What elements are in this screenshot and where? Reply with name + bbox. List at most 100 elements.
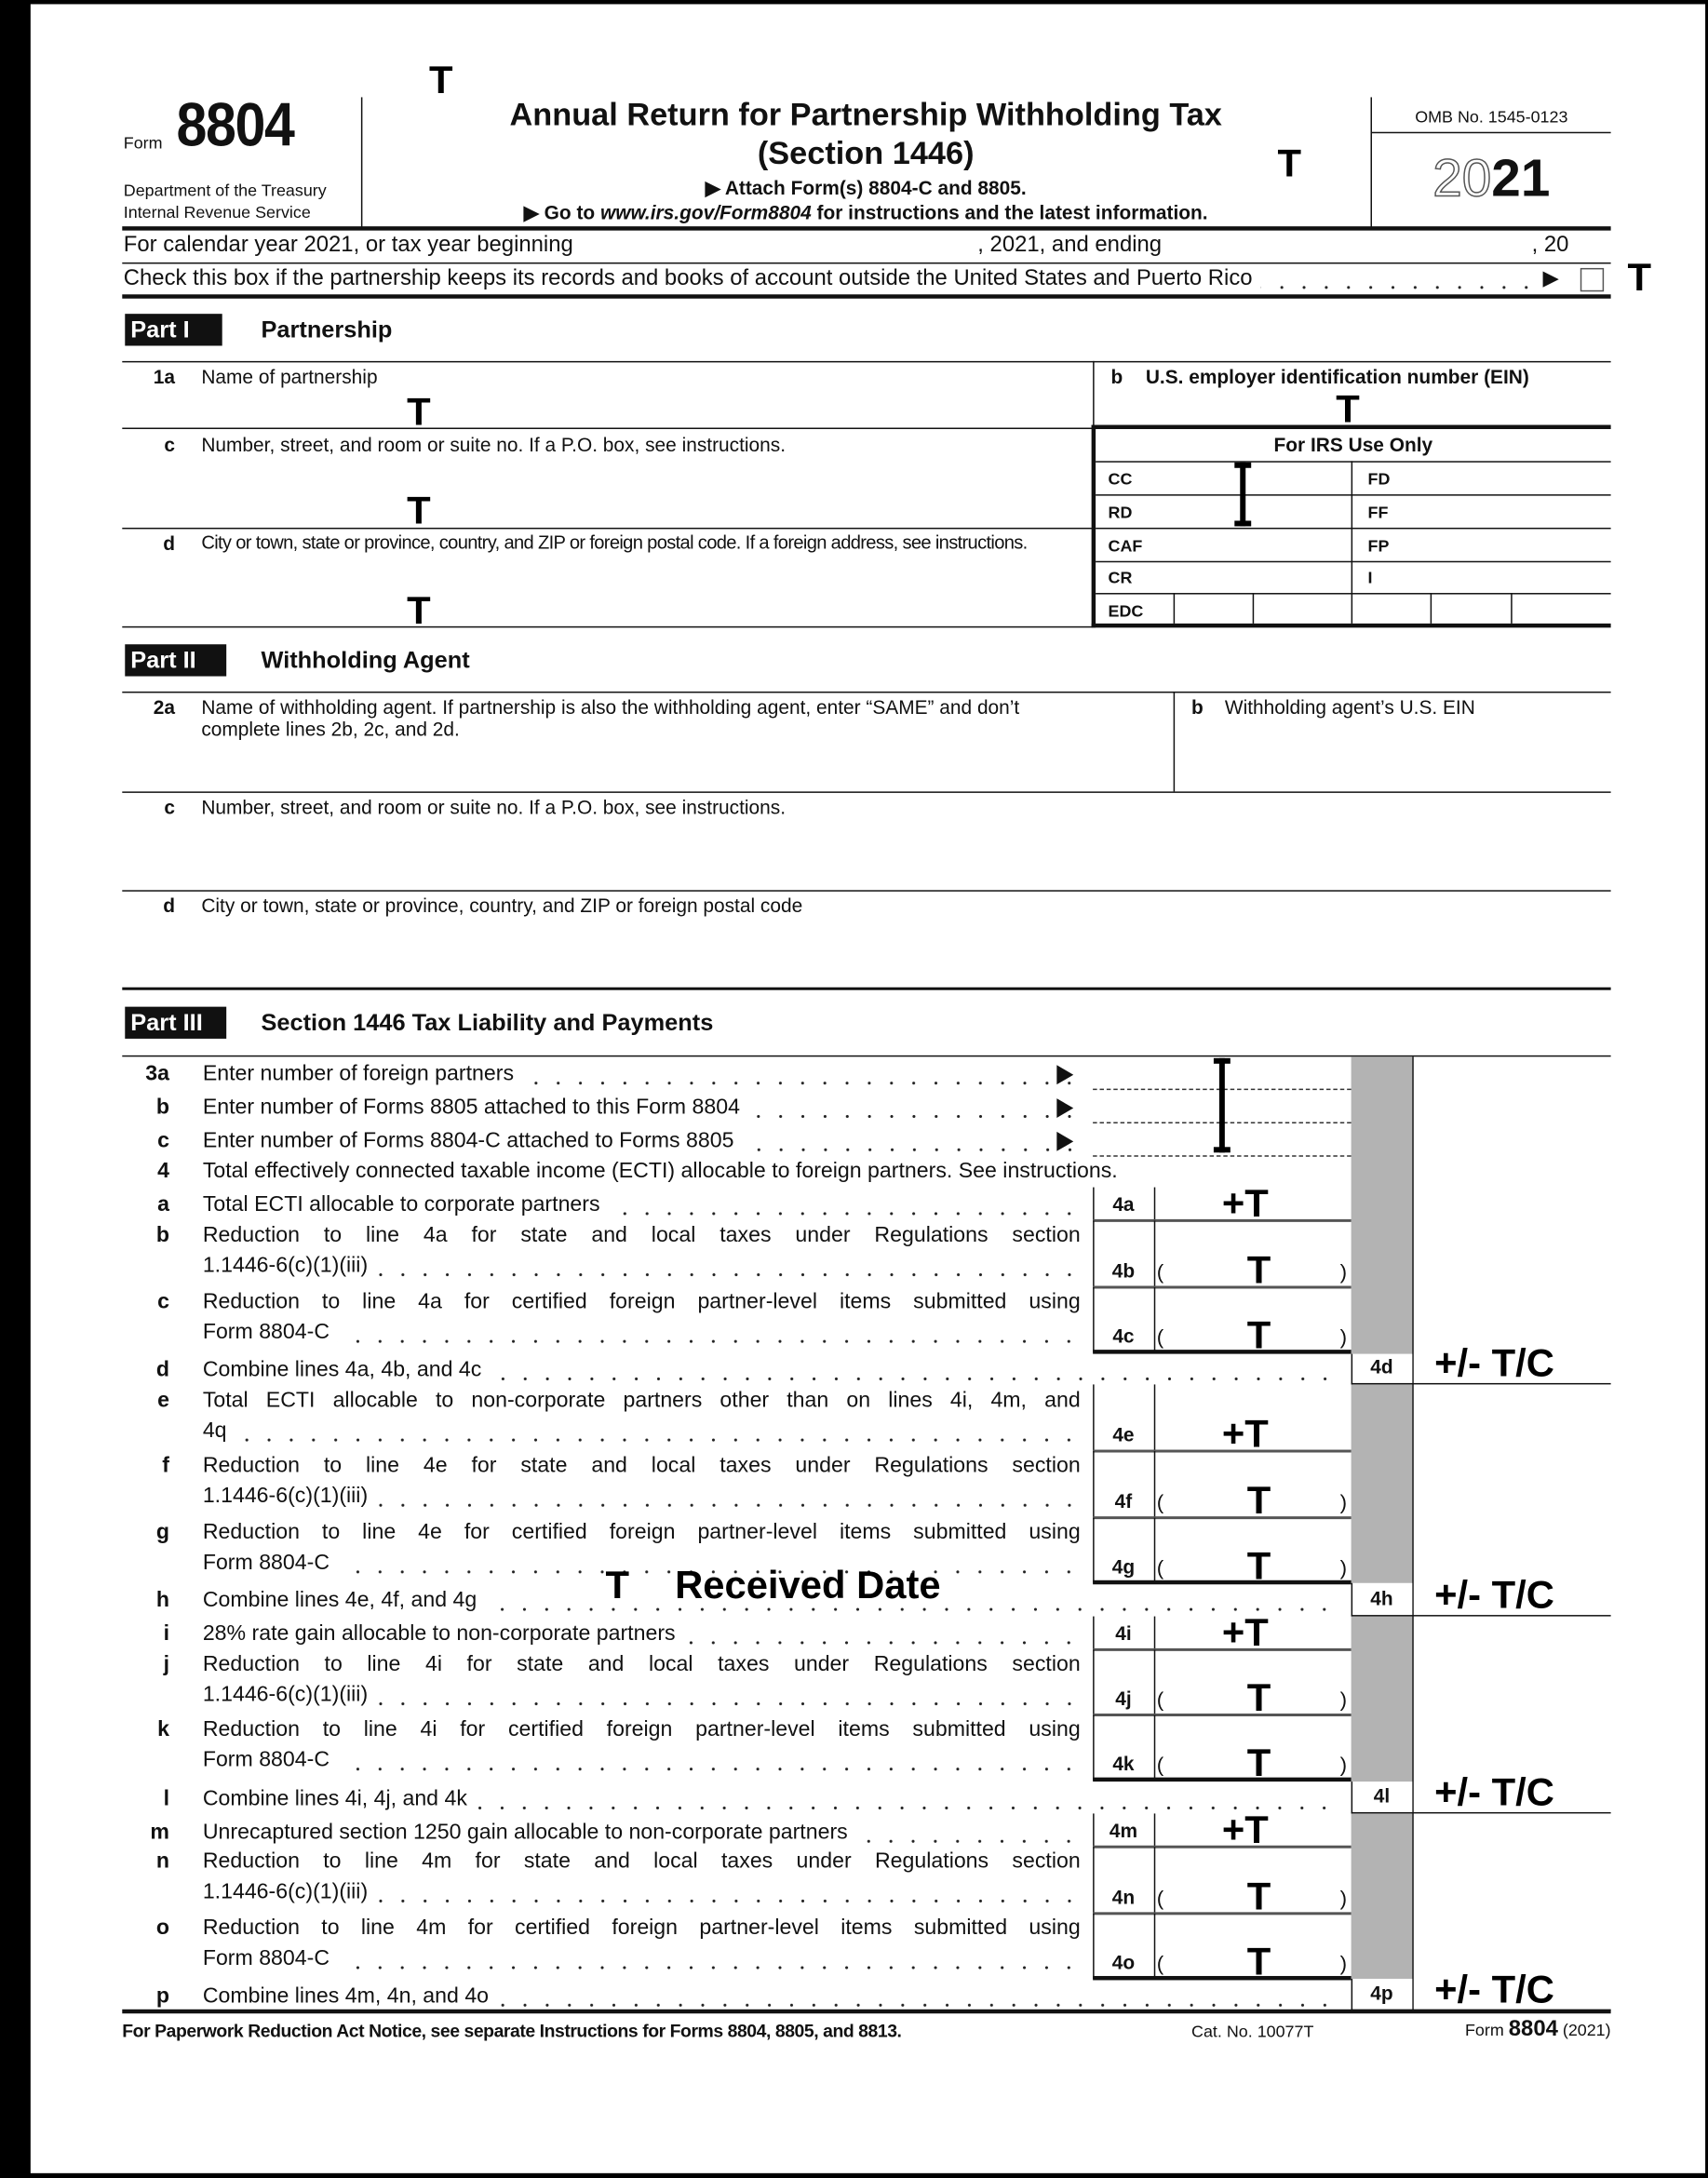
amount-input[interactable]: T () — [1155, 1518, 1351, 1585]
total-input[interactable]: +/- T/C — [1414, 1772, 1611, 1812]
divider — [1093, 1847, 1095, 1914]
line-text-row: Combine lines 4a, 4b, and 4c — [202, 1356, 1337, 1385]
line-number: b — [1191, 695, 1204, 719]
box-label-bg — [1351, 1353, 1413, 1385]
divider — [1093, 1384, 1095, 1452]
line-text-row: Total ECTI allocable to corporate partne… — [203, 1191, 1081, 1219]
line-description: Combine lines 4a, 4b, and 4c — [202, 1358, 482, 1382]
box-label: 4g — [1111, 1554, 1136, 1578]
goto-instruction: ▶ Go to www.irs.gov/Form8804 for instruc… — [523, 201, 1208, 224]
divider — [1351, 1811, 1611, 1814]
dot-leader — [485, 1587, 1337, 1616]
field-marker: +/- T/C — [1434, 1341, 1554, 1385]
part1-title: Partnership — [261, 316, 393, 343]
line-letter: 4 — [157, 1159, 170, 1184]
dot-leader — [337, 1549, 1081, 1578]
field-marker: T — [407, 588, 431, 632]
line-description: Reduction to line 4a for certified forei… — [202, 1289, 1081, 1314]
line-text-row: 28% rate gain allocable to non-corporate… — [203, 1620, 1081, 1648]
divider — [1093, 1580, 1352, 1585]
tax-year-begin-field[interactable] — [625, 234, 972, 262]
amount-input[interactable]: T () — [1155, 1847, 1351, 1916]
line-description: Combine lines 4i, 4j, and 4k — [202, 1787, 467, 1811]
field-marker: T — [1246, 1478, 1271, 1523]
line-description: Reduction to line 4a for state and local… — [202, 1223, 1081, 1247]
irs-i: I — [1367, 568, 1373, 588]
amount-input[interactable]: T () — [1155, 1451, 1351, 1520]
box-label: 4n — [1111, 1886, 1136, 1908]
partnership-name-field[interactable] — [122, 362, 1091, 426]
total-input[interactable]: +/- T/C — [1414, 1576, 1611, 1615]
amount-input[interactable]: +T — [1155, 1184, 1351, 1223]
paren-open: ( — [1156, 1325, 1164, 1351]
amount-input[interactable]: T () — [1155, 1649, 1351, 1717]
line-description: Reduction to line 4i for certified forei… — [202, 1717, 1081, 1741]
agent-ein-field[interactable] — [1175, 722, 1610, 790]
dot-leader — [337, 1319, 1081, 1348]
line-text-row: Enter number of foreign partners — [203, 1060, 1081, 1089]
irs-edc: EDC — [1108, 600, 1144, 621]
line-number: 1a — [153, 365, 175, 388]
irs-use-title: For IRS Use Only — [1273, 433, 1433, 456]
line-number: c — [164, 433, 175, 456]
line-text-row: 1.1446-6(c)(1)(iii) — [203, 1681, 1081, 1710]
agent-street-field[interactable] — [122, 822, 1610, 889]
line-text-row: Reduction to line 4e for certified forei… — [203, 1519, 1081, 1547]
amount-input[interactable]: +T — [1155, 1384, 1351, 1454]
line-letter: d — [155, 1358, 170, 1382]
dot-leader — [376, 1681, 1081, 1710]
paren-close: ) — [1339, 1556, 1348, 1580]
irs-cc: CC — [1108, 469, 1133, 490]
box-label: 4p — [1370, 1981, 1393, 2004]
dashed-divider — [1093, 1155, 1352, 1157]
arrow-right-icon: ▶ — [1542, 266, 1559, 290]
dot-leader — [742, 1127, 1081, 1156]
amount-input[interactable]: T () — [1155, 1914, 1351, 1981]
line-text-row: Form 8804-C — [203, 1945, 1081, 1973]
partnership-city-field[interactable] — [122, 558, 1091, 625]
foreign-records-checkbox[interactable] — [1580, 267, 1605, 292]
amount-input[interactable]: +T — [1155, 1613, 1351, 1652]
amount-input[interactable]: T () — [1155, 1714, 1351, 1782]
tax-year-end-field[interactable] — [1194, 234, 1527, 262]
partnership-street-label: Number, street, and room or suite no. If… — [201, 433, 787, 456]
line-letter: n — [155, 1849, 170, 1874]
line-text-row: Combine lines 4m, 4n, and 4o — [203, 1983, 1337, 2011]
paren-close: ) — [1339, 1754, 1348, 1778]
line-text-row: Total ECTI allocable to non-corporate pa… — [203, 1387, 1081, 1415]
received-date-marker: Received Date — [675, 1563, 941, 1607]
field-marker: T — [1246, 1940, 1271, 1983]
divider — [1093, 1350, 1352, 1354]
divider — [1093, 1647, 1352, 1651]
box-label-bg — [1351, 1582, 1413, 1617]
agent-ein-label: Withholding agent’s U.S. EIN — [1224, 695, 1475, 719]
partnership-street-field[interactable] — [122, 458, 1091, 525]
amount-input[interactable]: +T — [1155, 1810, 1351, 1849]
total-input[interactable]: +/- T/C — [1414, 1970, 1611, 2010]
divider — [1351, 1382, 1611, 1385]
foreign-records-label: Check this box if the partnership keeps … — [123, 266, 1253, 290]
divider — [1153, 1451, 1156, 1518]
irs-url-link[interactable]: www.irs.gov/Form8804 — [599, 201, 812, 224]
divider — [1093, 1777, 1352, 1782]
irs-ff: FF — [1367, 503, 1389, 522]
attach-instruction: ▶ Attach Form(s) 8804-C and 8805. — [705, 176, 1027, 199]
line-description: Reduction to line 4e for certified forei… — [202, 1520, 1081, 1544]
agent-city-field[interactable] — [122, 921, 1610, 986]
line-letter: a — [157, 1192, 170, 1217]
paren-open: ( — [1156, 1260, 1164, 1285]
divider — [1093, 1285, 1352, 1289]
amount-input[interactable]: T () — [1155, 1220, 1351, 1289]
dot-leader — [337, 1945, 1081, 1973]
line-text-row: Reduction to line 4m for state and local… — [203, 1849, 1081, 1876]
field-marker: T — [605, 1563, 629, 1607]
agent-name-field[interactable] — [122, 745, 1172, 790]
dot-leader — [490, 1356, 1337, 1385]
total-input[interactable]: +/- T/C — [1414, 1343, 1611, 1383]
tax-year-end-label: , 2021, and ending — [977, 233, 1163, 258]
amount-input[interactable]: T () — [1155, 1287, 1351, 1355]
field-marker: +T — [1221, 1610, 1269, 1654]
dot-leader — [683, 1620, 1081, 1648]
partnership-city-label: City or town, state or province, country… — [201, 531, 1028, 553]
line-text-row: Unrecaptured section 1250 gain allocable… — [203, 1819, 1081, 1848]
